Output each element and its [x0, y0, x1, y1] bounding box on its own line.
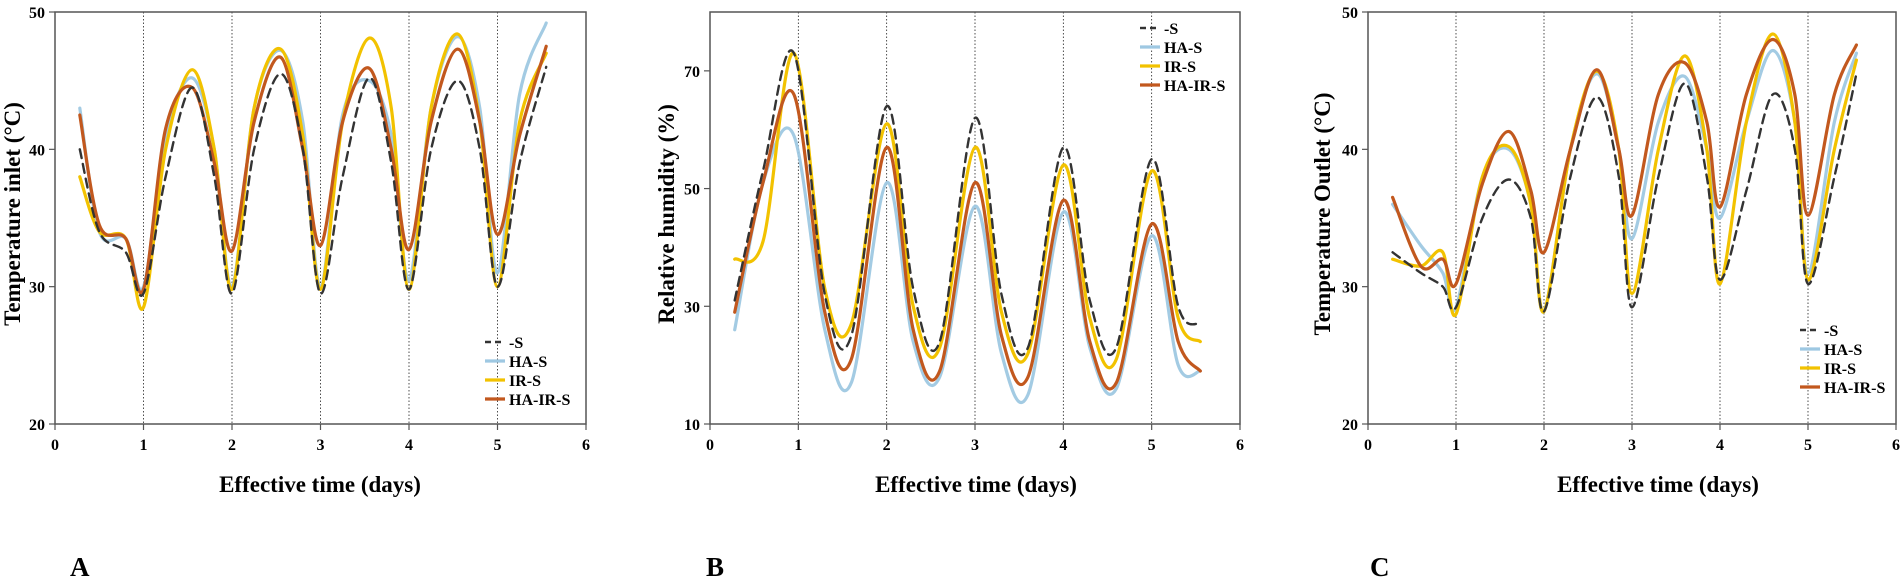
panel-a-x-tick-label: 6	[582, 437, 590, 454]
panel-b-series-ha-ir-s	[733, 89, 1202, 391]
panel-c-y-tick-label: 50	[1342, 5, 1358, 22]
panel-a-y-ticks: 20 30 40 50	[29, 5, 55, 434]
panel-c-gridlines	[1455, 12, 1809, 424]
panel-a-letter: A	[70, 552, 90, 579]
panel-c-outlet-temperature: 0 1 2 3 4 5 6 20 30 40 50 -S HA-S IR-S HA-IR-S Effec…	[1310, 5, 1900, 579]
panel-a-series-ha-ir-s	[78, 44, 548, 295]
panel-a-x-tick-label: 0	[51, 437, 59, 454]
panel-b-y-ticks: 10 30 50 70	[684, 64, 710, 434]
panel-b-y-tick-label: 70	[684, 64, 700, 81]
panel-c-series-ha-ir-s	[1391, 37, 1858, 289]
panel-b-legend-label-ha-ir-s: HA-IR-S	[1164, 78, 1225, 95]
panel-c-legend: -S HA-S IR-S HA-IR-S	[1800, 323, 1885, 397]
panel-a-legend-label-ha-s: HA-S	[509, 354, 547, 371]
panel-b-x-tick-label: 6	[1236, 437, 1244, 454]
panel-c-x-tick-label: 1	[1452, 437, 1460, 454]
panel-a-x-tick-label: 2	[228, 437, 236, 454]
panel-b-legend-label-ha-s: HA-S	[1164, 40, 1202, 57]
panel-b-x-tick-label: 4	[1059, 437, 1067, 454]
panel-a-x-tick-label: 1	[140, 437, 148, 454]
panel-c-letter: C	[1370, 552, 1390, 579]
panel-b-relative-humidity: 0 1 2 3 4 5 6 10 30 50 70 -S HA-S IR-S HA-IR-S Effec…	[654, 11, 1244, 579]
panel-c-legend-label-ha-ir-s: HA-IR-S	[1824, 380, 1885, 397]
panel-a-y-tick-label: 20	[29, 417, 45, 434]
panel-a-inlet-temperature: 0 1 2 3 4 5 6 20 30 40 50 -S HA-S IR-S HA-IR-S Effec…	[0, 5, 590, 579]
panel-c-legend-label-ir-s: IR-S	[1824, 361, 1856, 378]
panel-c-x-tick-label: 2	[1540, 437, 1548, 454]
panel-c-y-tick-label: 40	[1342, 142, 1358, 159]
panel-a-x-tick-label: 3	[317, 437, 325, 454]
panel-a-y-tick-label: 40	[29, 142, 45, 159]
panel-c-x-tick-label: 6	[1892, 437, 1900, 454]
panel-b-x-tick-label: 3	[971, 437, 979, 454]
panel-c-x-tick-label: 0	[1364, 437, 1372, 454]
panel-a-x-tick-label: 4	[405, 437, 413, 454]
panel-c-y-tick-label: 30	[1342, 280, 1358, 297]
panel-b-series-ha-s	[733, 126, 1202, 404]
panel-c-x-tick-label: 5	[1804, 437, 1812, 454]
panel-b-gridlines	[797, 12, 1153, 424]
panel-c-x-tick-label: 4	[1716, 437, 1724, 454]
panel-c-series-s	[1391, 72, 1858, 313]
panel-b-x-axis-title: Effective time (days)	[875, 472, 1077, 497]
panel-c-legend-label-s: -S	[1824, 323, 1838, 340]
panel-b-series-s	[733, 49, 1202, 357]
panel-a-gridlines	[143, 12, 498, 424]
panel-b-x-tick-label: 0	[706, 437, 714, 454]
panel-b-series	[733, 49, 1202, 404]
panel-c-series	[1391, 32, 1858, 318]
panel-a-legend: -S HA-S IR-S HA-IR-S	[485, 335, 570, 409]
panel-a-legend-label-ha-ir-s: HA-IR-S	[509, 392, 570, 409]
panel-b-y-tick-label: 50	[684, 182, 700, 199]
panel-a-x-tick-label: 5	[494, 437, 502, 454]
panel-b-legend-label-ir-s: IR-S	[1164, 59, 1196, 76]
panel-a-y-axis-title: Temperature inlet (°C)	[0, 102, 25, 326]
panel-c-x-ticks: 0 1 2 3 4 5 6	[1364, 424, 1900, 454]
panel-b-x-tick-label: 2	[883, 437, 891, 454]
panel-a-series-s	[78, 65, 548, 297]
panel-a-y-tick-label: 50	[29, 5, 45, 22]
panel-a-x-axis-title: Effective time (days)	[219, 472, 421, 497]
panel-b-legend-label-s: -S	[1164, 21, 1178, 38]
panel-a-legend-label-ir-s: IR-S	[509, 373, 541, 390]
panel-c-series-ir-s	[1391, 32, 1858, 318]
panel-c-y-axis-title: Temperature Outlet (°C)	[1310, 93, 1335, 336]
panel-b-letter: B	[706, 552, 724, 579]
panel-b-legend: -S HA-S IR-S HA-IR-S	[1140, 21, 1225, 95]
panel-c-x-axis-title: Effective time (days)	[1557, 472, 1759, 497]
panel-b-y-axis-title: Relative humidity (%)	[654, 104, 679, 324]
panel-b-y-tick-label: 10	[684, 417, 700, 434]
panel-a-legend-label-s: -S	[509, 335, 523, 352]
panel-c-y-ticks: 20 30 40 50	[1342, 5, 1368, 434]
panel-c-x-tick-label: 3	[1628, 437, 1636, 454]
panel-c-y-tick-label: 20	[1342, 417, 1358, 434]
panel-b-y-tick-label: 30	[684, 299, 700, 316]
panel-a-x-ticks: 0 1 2 3 4 5 6	[51, 424, 590, 454]
panel-b-x-ticks: 0 1 2 3 4 5 6	[706, 424, 1244, 454]
panel-c-legend-label-ha-s: HA-S	[1824, 342, 1862, 359]
panel-a-y-tick-label: 30	[29, 280, 45, 297]
panel-a-series	[78, 21, 548, 311]
panel-b-x-tick-label: 5	[1148, 437, 1156, 454]
panel-b-x-tick-label: 1	[794, 437, 802, 454]
